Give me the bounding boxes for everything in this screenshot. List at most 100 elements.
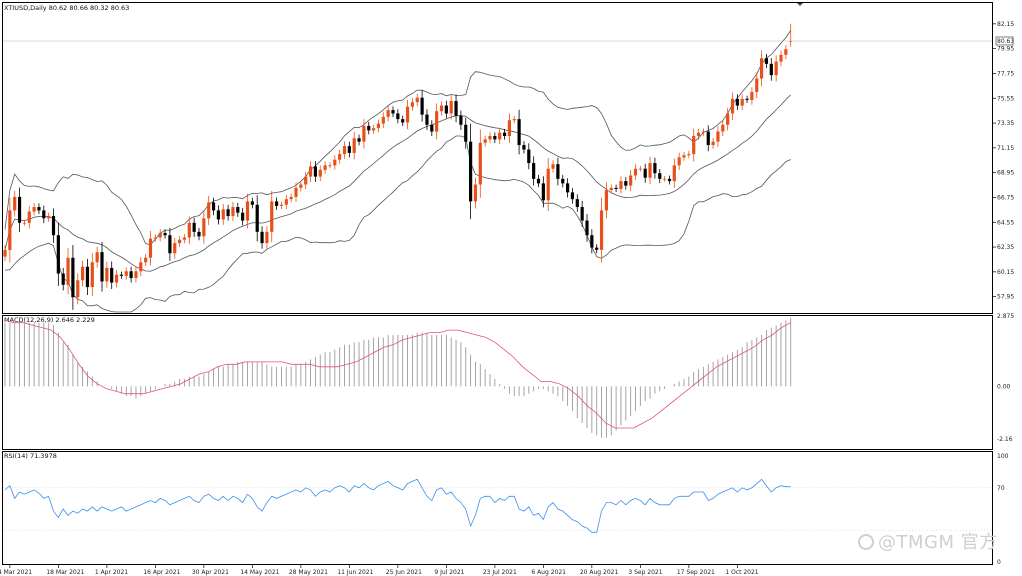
candle-body [100,252,104,282]
candle [730,92,735,120]
current-price-box [995,36,1014,46]
candle-body [682,155,686,158]
candle-body [687,154,691,156]
price-tick-label: 75.55 [997,95,1014,102]
candle-body [90,262,94,288]
candle-body [454,101,458,116]
candle-body [168,235,172,254]
candle [735,94,739,111]
candle-body [255,204,259,232]
candle [304,171,308,190]
time-tick-label: 3 Sep 2021 [628,569,662,576]
candle [318,165,322,182]
candle [328,162,332,169]
candle-body [85,266,90,288]
candle [100,241,104,292]
candle [498,128,502,144]
candle-body [566,183,570,193]
candle-body [226,209,230,217]
candle [517,109,521,155]
candle [599,197,604,263]
candle [764,54,769,69]
candle-body [323,165,327,170]
candle [85,258,90,295]
candle-body [367,125,371,131]
candle [541,176,545,208]
candle-body [158,232,162,238]
candle-body [711,141,715,146]
candle [682,151,686,161]
time-tick-label: 25 Jun 2021 [386,569,422,576]
rsi-tick-label: 100 [997,453,1009,460]
symbol-header: XTIUSD,Daily 80.62 80.66 80.32 80.63 [4,4,129,12]
candle-body [76,280,80,298]
candle-body [13,196,17,211]
candle [129,266,133,283]
price-tick-label: 73.35 [997,120,1014,127]
candle [473,177,478,209]
candle-body [333,159,337,166]
candle-body [42,210,46,219]
candle-body [110,267,114,283]
candle [546,158,550,211]
candle [561,174,565,188]
candle-body [124,271,128,276]
candle-body [629,175,633,186]
candle-body [784,49,788,55]
candle [532,156,536,186]
candle-body [284,199,288,205]
price-tick-label: 77.75 [997,70,1014,77]
candle-body [590,235,594,248]
candle [270,190,274,243]
candle [284,194,288,210]
candle-body [755,78,759,93]
candle [158,229,162,242]
candle [551,160,555,173]
candle-body [32,207,36,212]
candle-body [386,110,390,117]
candle [755,72,759,99]
chart-frame [2,2,993,565]
candle-body [619,181,623,189]
candle-body [71,257,75,298]
candle-body [265,231,269,244]
candle-body [328,165,332,167]
candle-body [51,216,56,236]
candle-body [396,113,400,120]
candle-body [37,207,41,211]
candle-body [352,138,356,153]
candle [338,149,342,164]
shift-arrow-icon[interactable] [797,3,803,6]
candle [372,124,376,134]
candle-body [599,210,604,250]
candle-body [585,220,589,236]
candle [779,50,783,67]
candle-body [81,266,85,281]
candle [163,229,167,239]
candle [275,197,279,210]
candle [197,227,201,241]
candle-body [197,231,201,237]
candle-body [22,222,26,224]
candle [148,230,153,266]
candle [66,248,70,295]
candle-body [493,136,497,140]
candle-body [444,105,448,114]
candle-body [275,201,279,206]
candle [347,141,351,158]
candle-body [527,149,531,164]
candle [760,50,764,87]
candle [236,202,240,217]
candle [226,204,230,221]
candle [76,273,80,305]
candle [774,55,778,82]
candle [391,106,395,118]
candle [279,201,284,210]
candle [105,261,109,288]
time-tick-label: 9 Jul 2021 [434,569,464,576]
candle [580,200,584,227]
candle [711,137,715,149]
candle [789,23,793,47]
candle-body [764,58,769,64]
